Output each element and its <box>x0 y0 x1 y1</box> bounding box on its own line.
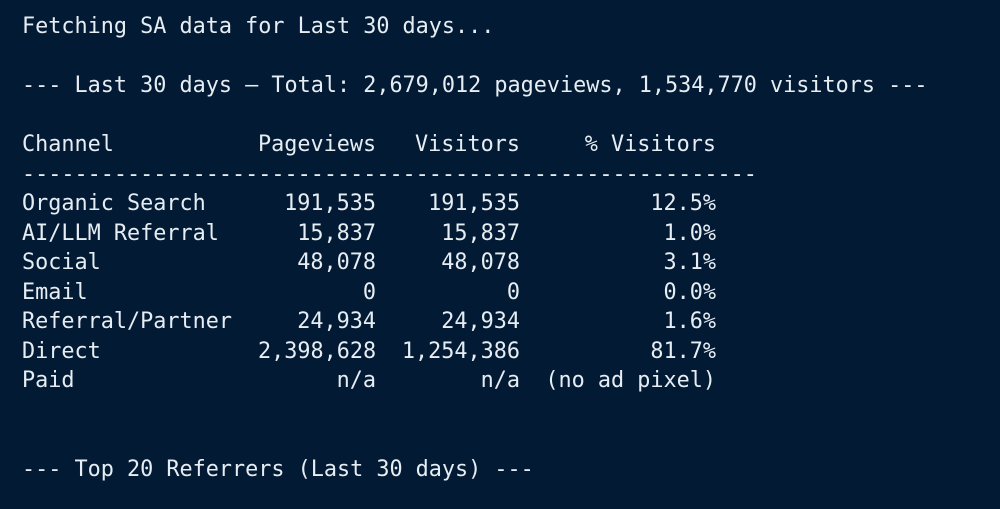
row-channel: Social <box>22 250 101 275</box>
header-pct-visitors: % Visitors <box>584 132 716 157</box>
table-row: Paid n/a n/a (no ad pixel) <box>22 366 1000 396</box>
row-pct-visitors: 81.7% <box>650 338 716 364</box>
row-visitors: 191,535 <box>428 191 520 216</box>
blank-line <box>22 42 1000 72</box>
row-pageviews: 24,934 <box>297 309 376 334</box>
row-pct-visitors: 12.5% <box>650 191 716 216</box>
row-pageviews: n/a <box>336 368 376 393</box>
row-pct-visitors: 3.1% <box>663 250 717 275</box>
status-line: Fetching SA data for Last 30 days... <box>22 14 495 39</box>
row-channel: AI/LLM Referral <box>22 220 219 246</box>
header-channel: Channel <box>22 132 114 157</box>
row-channel: Paid <box>22 368 75 393</box>
row-pageviews: 2,398,628 <box>258 338 377 364</box>
row-pct-visitors: 1.6% <box>663 309 717 334</box>
blank-line <box>22 396 1000 426</box>
table-row: Referral/Partner 24,934 24,934 1.6% <box>22 307 1000 337</box>
row-visitors: 15,837 <box>441 220 520 246</box>
row-pageviews: 48,078 <box>297 250 376 275</box>
row-channel: Email <box>22 279 88 305</box>
table-divider: ----------------------------------------… <box>22 161 757 187</box>
table-row: Social 48,078 48,078 3.1% <box>22 248 1000 278</box>
blank-line <box>22 425 1000 455</box>
row-visitors: 24,934 <box>441 309 520 334</box>
blank-line <box>22 101 1000 131</box>
row-visitors: 48,078 <box>441 250 520 275</box>
row-channel: Organic Search <box>22 191 206 216</box>
row-pageviews: 15,837 <box>297 220 376 246</box>
row-visitors: n/a <box>480 368 520 393</box>
row-channel: Referral/Partner <box>22 309 232 334</box>
table-row: Direct 2,398,628 1,254,386 81.7% <box>22 337 1000 367</box>
header-visitors: Visitors <box>415 132 520 157</box>
row-pageviews: 0 <box>362 279 376 305</box>
header-pageviews: Pageviews <box>258 132 377 157</box>
row-pageviews: 191,535 <box>284 191 376 216</box>
row-pct-visitors: 0.0% <box>663 279 717 305</box>
table-header: Channel Pageviews Visitors % Visitors <box>22 130 1000 160</box>
row-pct-visitors: 1.0% <box>663 220 717 246</box>
summary-line: --- Last 30 days — Total: 2,679,012 page… <box>22 73 928 98</box>
referrers-line: --- Top 20 Referrers (Last 30 days) --- <box>22 456 534 482</box>
table-row: Organic Search 191,535 191,535 12.5% <box>22 189 1000 219</box>
row-pct-visitors: (no ad pixel) <box>545 368 716 393</box>
row-visitors: 1,254,386 <box>401 338 520 364</box>
table-row: AI/LLM Referral 15,837 15,837 1.0% <box>22 219 1000 249</box>
row-channel: Direct <box>22 338 101 364</box>
row-visitors: 0 <box>506 279 520 305</box>
table-row: Email 0 0 0.0% <box>22 278 1000 308</box>
